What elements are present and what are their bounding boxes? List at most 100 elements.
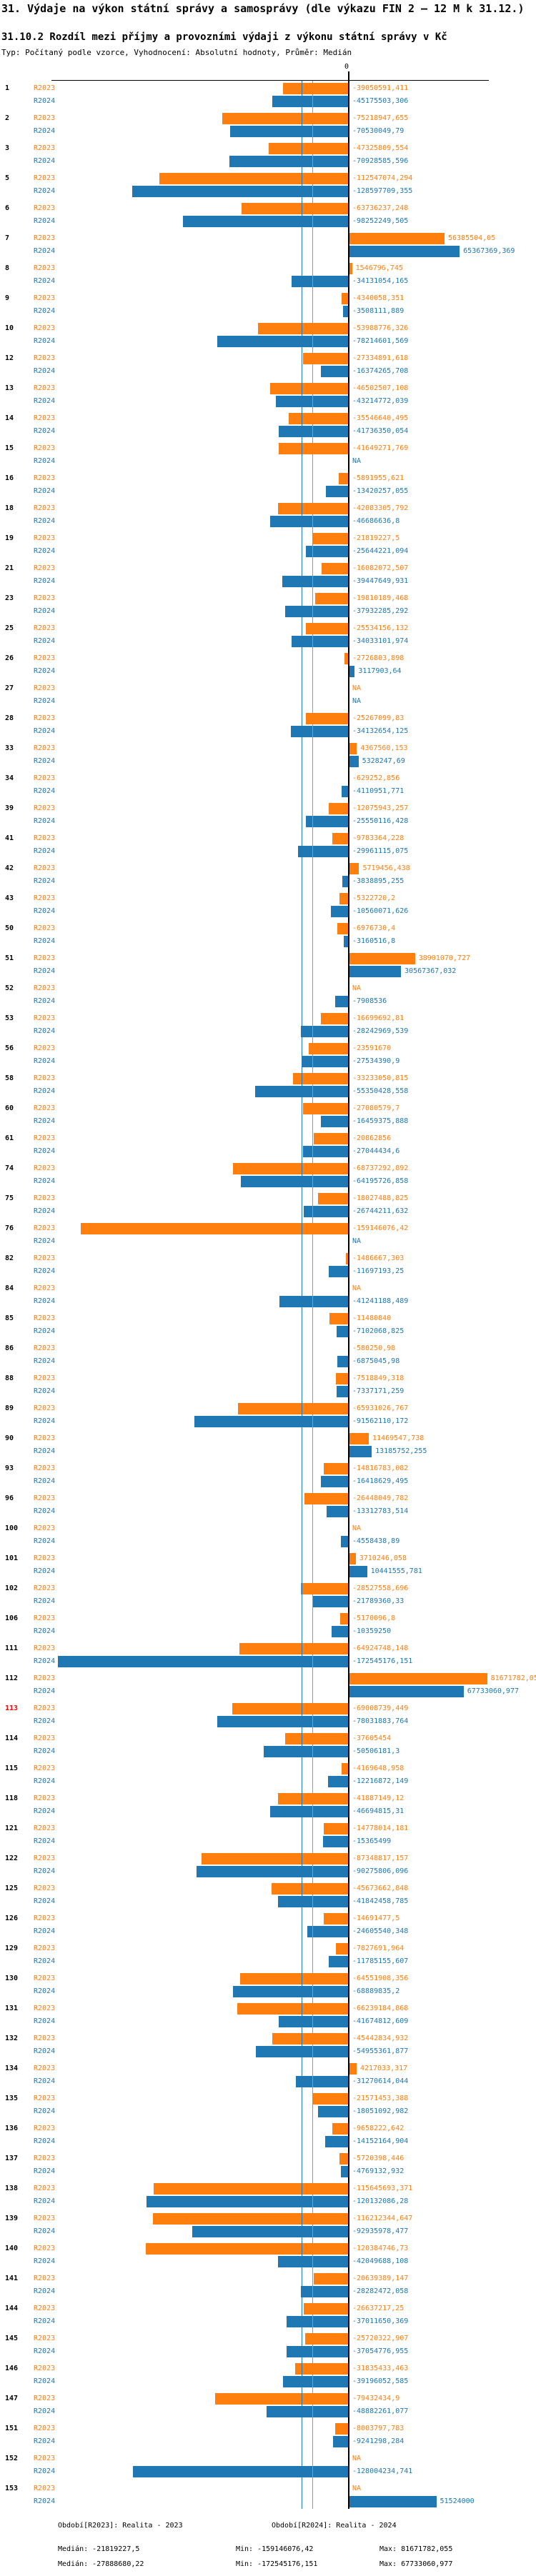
bar-line-r2023: R2023 -580250,98 xyxy=(0,1343,536,1354)
series-label: R2023 xyxy=(34,504,56,512)
bar-line-r2024: R2024 -6875045,98 xyxy=(0,1356,536,1367)
series-label: R2024 xyxy=(34,1657,56,1665)
value-label: -68737292,892 xyxy=(352,1164,409,1172)
bar-line-r2024: R2024 -10560071,626 xyxy=(0,906,536,917)
chart-row: 85 R2023 -11480840 R2024 -7102068,825 xyxy=(0,1312,536,1342)
row-number: 152 xyxy=(5,2455,19,2462)
bar-r2024 xyxy=(192,2226,349,2237)
row-number: 74 xyxy=(5,1164,14,1172)
value-label: -43214772,039 xyxy=(352,397,409,405)
zero-line xyxy=(348,71,349,2509)
row-number: 82 xyxy=(5,1254,14,1262)
value-label: -5170096,8 xyxy=(352,1614,396,1622)
row-number: 129 xyxy=(5,1945,19,1952)
bar-r2024 xyxy=(278,1896,349,1907)
value-label: -12075943,257 xyxy=(352,804,409,812)
chart-row: 6 R2023 -63736237,248 R2024 -98252249,505 xyxy=(0,202,536,232)
bar-r2024 xyxy=(349,666,355,677)
bar-line-r2023: R2023 -53988776,326 xyxy=(0,323,536,334)
bar-line-r2023: R2023 -21819227,5 xyxy=(0,533,536,544)
series-label: R2024 xyxy=(34,1897,56,1905)
bar-r2023 xyxy=(285,1733,349,1744)
series-label: R2023 xyxy=(34,1674,56,1682)
bar-r2023 xyxy=(335,2423,349,2435)
series-label: R2023 xyxy=(34,684,56,692)
value-label: -14778014,181 xyxy=(352,1824,409,1832)
bar-r2023 xyxy=(270,383,349,394)
bar-r2024 xyxy=(349,246,460,257)
bar-line-r2023: R2023 -19810189,468 xyxy=(0,593,536,604)
series-label: R2024 xyxy=(34,2167,56,2175)
value-label: -16082072,507 xyxy=(352,564,409,572)
row-number: 130 xyxy=(5,1975,19,1982)
bar-r2024 xyxy=(305,816,349,827)
bar-line-r2024: R2024 -16459375,888 xyxy=(0,1116,536,1127)
value-label: -26637217,25 xyxy=(352,2305,405,2312)
row-number: 13 xyxy=(5,384,14,392)
row-number: 23 xyxy=(5,594,14,602)
bar-line-r2024: R2024 -39447649,931 xyxy=(0,576,536,587)
series-label: R2023 xyxy=(34,2455,56,2462)
row-number: 138 xyxy=(5,2185,19,2192)
bar-line-r2023: R2023 11469547,738 xyxy=(0,1433,536,1444)
row-number: 121 xyxy=(5,1824,19,1832)
bar-r2023 xyxy=(324,1913,349,1924)
value-label: -13420257,055 xyxy=(352,487,409,495)
bar-r2024 xyxy=(269,516,349,527)
bar-line-r2023: R2023 -8003797,783 xyxy=(0,2423,536,2435)
bar-r2023 xyxy=(159,173,349,184)
bar-r2023 xyxy=(349,2063,357,2075)
bar-line-r2024: R2024 -10359250 xyxy=(0,1626,536,1637)
value-label: -41241188,489 xyxy=(352,1297,409,1305)
chart-row: 8 R2023 1546796,745 R2024 -34131054,165 xyxy=(0,262,536,292)
value-label: -14152164,904 xyxy=(352,2137,409,2145)
value-label: -21819227,5 xyxy=(352,534,400,542)
value-label: -8003797,783 xyxy=(352,2425,405,2432)
bar-line-r2024: R2024 3117903,64 xyxy=(0,666,536,677)
bar-r2024 xyxy=(229,156,349,167)
bar-r2024 xyxy=(277,2256,349,2267)
series-label: R2024 xyxy=(34,397,56,405)
series-label: R2023 xyxy=(34,654,56,662)
series-label: R2024 xyxy=(34,787,56,795)
bar-r2023 xyxy=(328,803,349,814)
bar-line-r2024: R2024 5328247,69 xyxy=(0,756,536,767)
value-label: NA xyxy=(352,1237,362,1245)
chart-row: 137 R2023 -5720398,446 R2024 -4769132,932 xyxy=(0,2152,536,2182)
series-label: R2024 xyxy=(34,637,56,645)
series-label: R2023 xyxy=(34,1044,56,1052)
bar-r2024 xyxy=(328,1776,349,1787)
row-number: 2 xyxy=(5,114,10,122)
bar-r2023 xyxy=(222,113,349,124)
bar-line-r2023: R2023 4367560,153 xyxy=(0,743,536,754)
row-number: 21 xyxy=(5,564,14,572)
bar-line-r2024: R2024 -9241298,284 xyxy=(0,2436,536,2447)
value-label: -46686636,8 xyxy=(352,517,400,525)
chart-row: 2 R2023 -75218947,655 R2024 -70530049,79 xyxy=(0,112,536,142)
bar-r2023 xyxy=(304,1493,349,1504)
bar-r2023 xyxy=(278,443,349,454)
chart-row: 76 R2023 -159146076,42 R2024 NA xyxy=(0,1222,536,1252)
series-label: R2024 xyxy=(34,1117,56,1125)
value-label: -47325809,554 xyxy=(352,144,409,152)
series-label: R2023 xyxy=(34,1764,56,1772)
bar-r2023 xyxy=(303,1103,349,1114)
bar-r2024 xyxy=(321,366,349,377)
value-label: -42083305,792 xyxy=(352,504,409,512)
bar-line-r2023: R2023 -7827691,964 xyxy=(0,1943,536,1955)
value-label: -78031883,764 xyxy=(352,1717,409,1725)
row-number: 131 xyxy=(5,2005,19,2012)
series-label: R2024 xyxy=(34,577,56,585)
series-label: R2024 xyxy=(34,1867,56,1875)
chart-row: 111 R2023 -64924748,148 R2024 -172545176,151 xyxy=(0,1642,536,1672)
bar-r2024 xyxy=(312,1596,349,1607)
series-label: R2024 xyxy=(34,1087,56,1095)
bar-r2024 xyxy=(329,1266,349,1277)
row-number: 86 xyxy=(5,1344,14,1352)
bar-r2023 xyxy=(232,1163,349,1174)
bar-line-r2024: R2024 -7102068,825 xyxy=(0,1326,536,1337)
value-label: -128597709,355 xyxy=(352,187,413,195)
bar-r2023 xyxy=(322,563,349,574)
bar-r2023 xyxy=(239,1643,349,1654)
bar-line-r2023: R2023 -14691477,5 xyxy=(0,1913,536,1924)
